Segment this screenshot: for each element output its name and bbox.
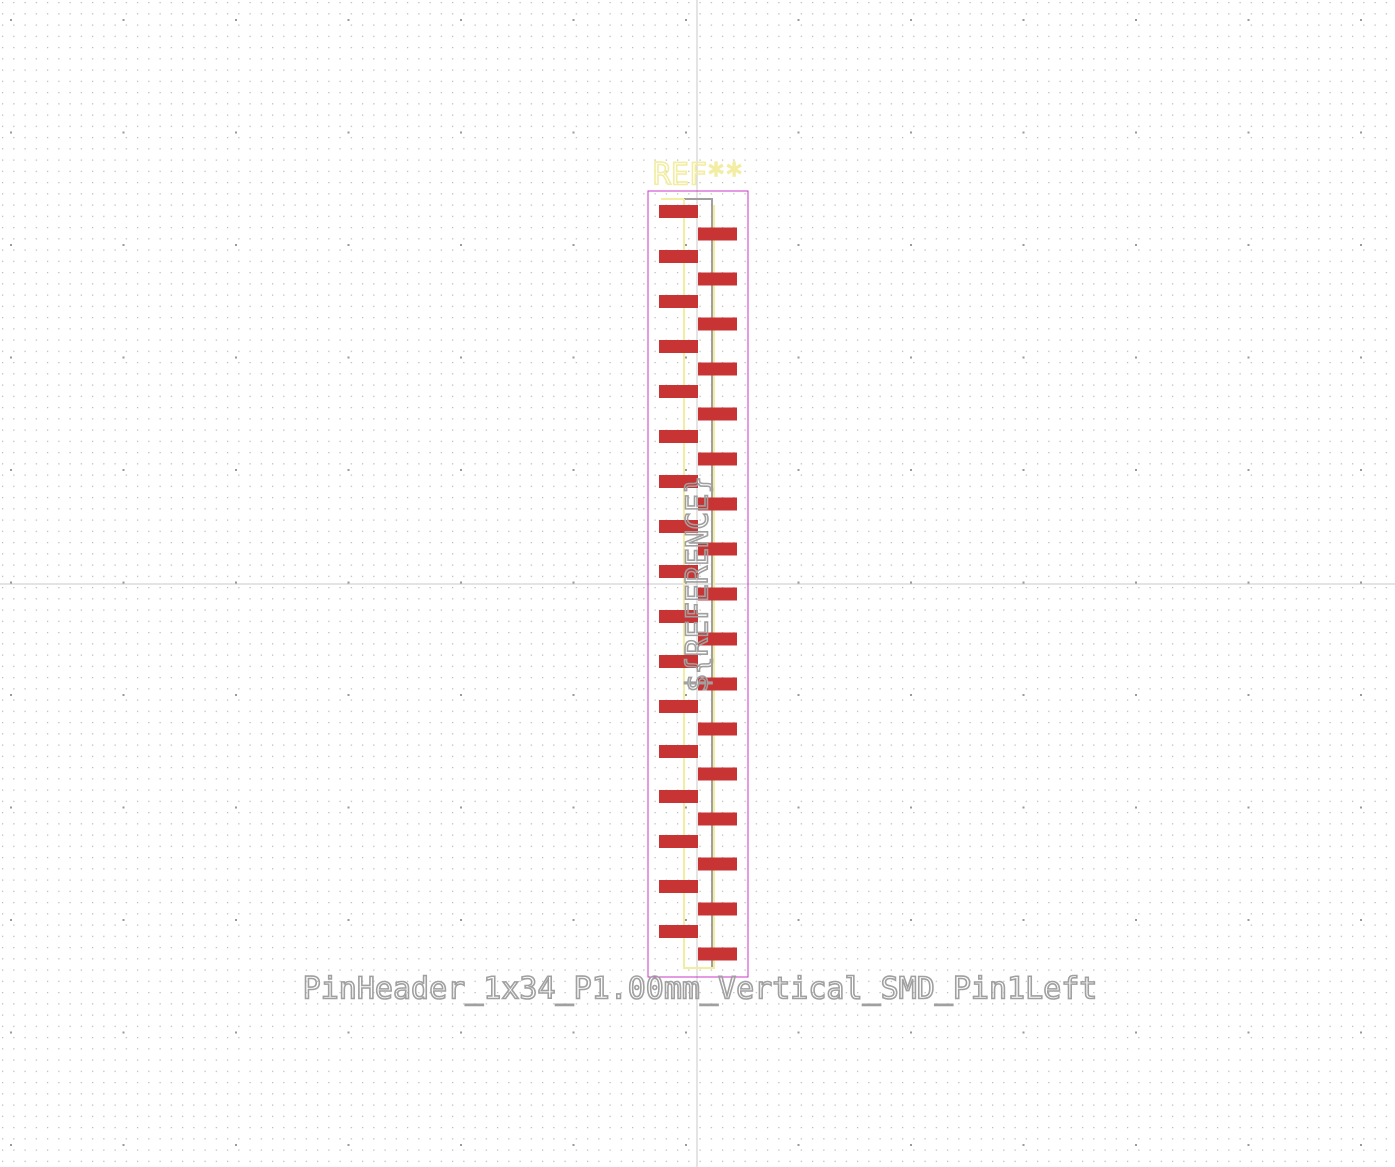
reference-designator[interactable]: REF**: [652, 157, 744, 194]
pad-8[interactable]: [698, 362, 737, 376]
pad-24[interactable]: [698, 722, 737, 736]
courtyard-outline: [647, 190, 749, 978]
pad-1[interactable]: [659, 205, 698, 218]
pad-5[interactable]: [659, 295, 698, 308]
pad-11[interactable]: [659, 430, 698, 443]
pad-17[interactable]: [659, 565, 698, 578]
pad-28[interactable]: [698, 812, 737, 826]
pad-19[interactable]: [659, 610, 698, 623]
pad-3[interactable]: [659, 250, 698, 263]
pad-13[interactable]: [659, 475, 698, 488]
pad-18[interactable]: [698, 587, 737, 601]
pad-12[interactable]: [698, 452, 737, 466]
pad-20[interactable]: [698, 632, 737, 646]
pad-4[interactable]: [698, 272, 737, 286]
pad-34[interactable]: [698, 947, 737, 961]
pad-14[interactable]: [698, 497, 737, 511]
pad-6[interactable]: [698, 317, 737, 331]
fab-reference-text: ${REFERENCE}: [681, 476, 716, 693]
pad-33[interactable]: [659, 925, 698, 938]
pad-27[interactable]: [659, 790, 698, 803]
pad-21[interactable]: [659, 655, 698, 668]
footprint-value-label[interactable]: PinHeader_1x34_P1.00mm_Vertical_SMD_Pin1…: [302, 971, 1098, 1008]
pad-16[interactable]: [698, 542, 737, 556]
silkscreen-outline: [661, 198, 715, 969]
pad-23[interactable]: [659, 700, 698, 713]
pad-32[interactable]: [698, 902, 737, 916]
pad-31[interactable]: [659, 880, 698, 893]
pad-9[interactable]: [659, 385, 698, 398]
pad-30[interactable]: [698, 857, 737, 871]
pad-15[interactable]: [659, 520, 698, 533]
pad-26[interactable]: [698, 767, 737, 781]
pads-group: [659, 205, 737, 961]
pad-29[interactable]: [659, 835, 698, 848]
pad-25[interactable]: [659, 745, 698, 758]
pad-22[interactable]: [698, 677, 737, 691]
pad-10[interactable]: [698, 407, 737, 421]
pad-7[interactable]: [659, 340, 698, 353]
pad-2[interactable]: [698, 227, 737, 241]
